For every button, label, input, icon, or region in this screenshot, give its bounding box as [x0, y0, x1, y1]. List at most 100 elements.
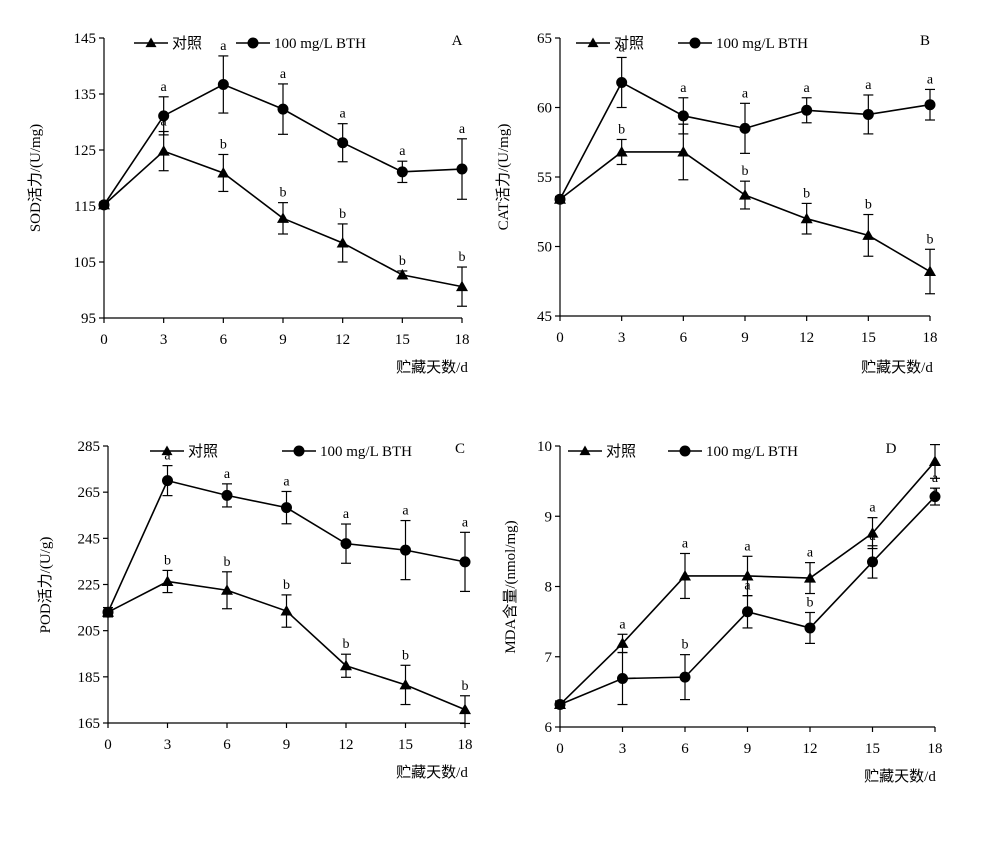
y-tick-label: 145	[74, 31, 97, 47]
x-tick-label: 18	[928, 741, 943, 757]
y-tick-label: 205	[78, 624, 101, 640]
significance-label: a	[680, 81, 687, 96]
legend-triangle-marker	[145, 37, 157, 48]
data-point-triangle	[157, 145, 170, 156]
data-point-circle	[400, 544, 411, 556]
y-tick-label: 95	[81, 311, 96, 327]
y-tick-label: 45	[537, 309, 552, 325]
legend-label-control: 对照	[172, 35, 202, 52]
significance-label: a	[283, 474, 290, 489]
data-point-circle	[801, 104, 813, 116]
significance-label: b	[343, 637, 350, 652]
data-point-circle	[98, 199, 110, 211]
legend-label-bth: 100 mg/L BTH	[274, 36, 366, 52]
significance-label: a	[619, 636, 626, 651]
series-bth: a a a a a a	[102, 449, 471, 618]
legend-label-control: 对照	[614, 35, 644, 52]
x-tick-label: 0	[556, 330, 564, 346]
y-tick-label: 105	[74, 255, 97, 271]
x-tick-label: 9	[283, 737, 291, 753]
x-tick-label: 12	[335, 332, 350, 348]
significance-label: a	[402, 504, 409, 519]
panel-letter: A	[452, 33, 463, 49]
data-point-triangle	[221, 584, 233, 595]
x-tick-label: 15	[398, 737, 413, 753]
data-point-triangle	[924, 265, 936, 277]
significance-label: b	[459, 250, 466, 265]
x-tick-label: 6	[220, 332, 228, 348]
data-point-circle	[929, 491, 941, 503]
data-point-triangle	[929, 455, 941, 466]
y-tick-label: 135	[74, 87, 97, 103]
significance-label: b	[339, 207, 346, 222]
x-tick-label: 12	[339, 737, 354, 753]
significance-label: a	[161, 80, 168, 95]
data-point-circle	[804, 622, 816, 634]
significance-label: b	[803, 186, 810, 201]
data-point-triangle	[277, 212, 289, 223]
data-point-circle	[459, 556, 471, 568]
data-point-triangle	[741, 569, 754, 581]
data-point-triangle	[862, 229, 875, 240]
data-point-circle	[862, 108, 874, 120]
significance-label: b	[280, 186, 287, 201]
x-tick-label: 9	[741, 330, 749, 346]
x-tick-label: 12	[803, 741, 818, 757]
x-tick-label: 15	[865, 741, 880, 757]
data-point-circle	[679, 671, 691, 683]
significance-label: a	[742, 86, 749, 101]
data-point-circle	[456, 163, 468, 175]
significance-label: b	[224, 555, 231, 570]
x-tick-label: 3	[618, 330, 626, 346]
data-point-circle	[554, 699, 566, 711]
x-tick-label: 9	[744, 741, 752, 757]
data-point-circle	[396, 166, 408, 178]
y-tick-label: 8	[545, 580, 553, 596]
legend-triangle-marker	[587, 37, 599, 48]
significance-label: b	[927, 232, 934, 247]
y-tick-label: 60	[537, 101, 552, 117]
y-tick-label: 7	[545, 650, 553, 666]
data-point-circle	[742, 606, 753, 618]
x-tick-label: 0	[100, 332, 108, 348]
significance-label: a	[280, 67, 287, 82]
y-axis-title: MDA含量/(nmol/mg)	[502, 520, 519, 653]
legend: 对照 100 mg/L BTH	[576, 35, 808, 52]
data-point-circle	[924, 99, 936, 111]
data-point-triangle	[217, 166, 230, 178]
significance-label: a	[932, 471, 939, 486]
significance-label: a	[459, 122, 466, 137]
significance-label: a	[744, 539, 751, 554]
y-axis-title: CAT活力/(U/mg)	[495, 124, 512, 231]
data-point-triangle	[459, 703, 471, 715]
data-point-circle	[102, 606, 114, 618]
significance-label: a	[619, 617, 626, 632]
legend-label-bth: 100 mg/L BTH	[716, 36, 808, 52]
data-point-triangle	[800, 212, 813, 224]
x-axis-title: 贮藏天数/d	[864, 768, 936, 785]
significance-label: b	[164, 553, 171, 568]
x-tick-label: 15	[395, 332, 410, 348]
legend-label-bth: 100 mg/L BTH	[320, 444, 412, 460]
x-axis-title: 贮藏天数/d	[396, 764, 468, 781]
y-tick-label: 6	[545, 720, 553, 736]
significance-label: b	[399, 254, 406, 269]
x-tick-label: 18	[923, 330, 938, 346]
significance-label: a	[744, 579, 751, 594]
significance-label: b	[742, 164, 749, 179]
data-point-circle	[158, 110, 170, 122]
significance-label: b	[220, 137, 227, 152]
significance-label: b	[682, 638, 689, 653]
data-point-triangle	[739, 189, 751, 200]
significance-label: b	[402, 648, 409, 663]
significance-label: b	[618, 122, 625, 137]
x-tick-label: 15	[861, 330, 876, 346]
x-axis-title: 贮藏天数/d	[396, 359, 468, 376]
legend-circle-marker	[679, 445, 691, 457]
panel-letter: D	[886, 441, 897, 457]
data-point-circle	[337, 137, 349, 149]
x-tick-label: 0	[104, 737, 112, 753]
